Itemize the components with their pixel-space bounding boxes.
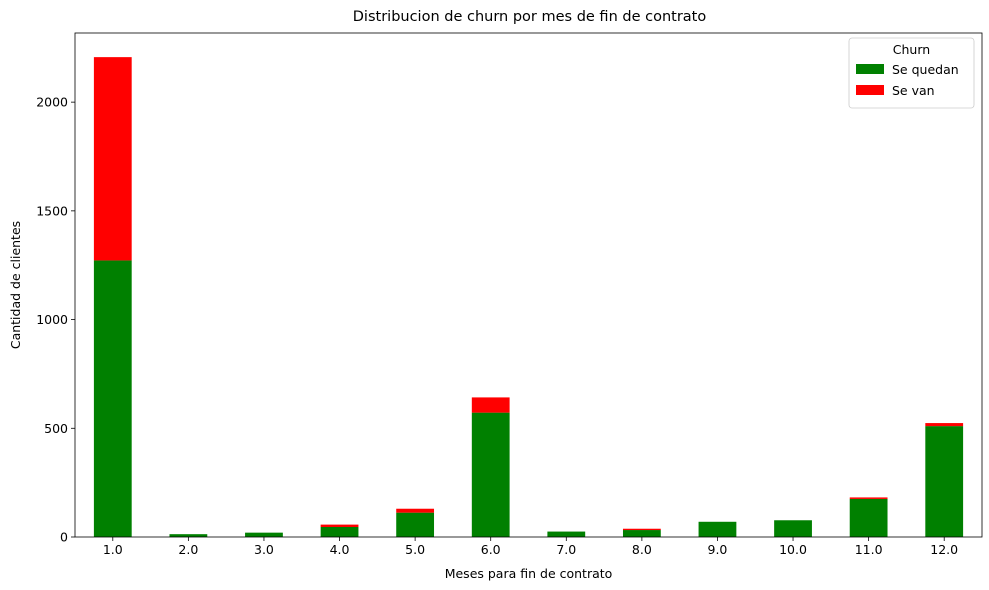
legend-label: Se van	[892, 83, 935, 98]
plot-frame	[74, 32, 983, 538]
legend-swatch	[856, 64, 884, 74]
bar-se-van-1.0	[93, 57, 132, 261]
bar-se-van-5.0	[396, 508, 435, 513]
bar-se-van-4.0	[320, 524, 359, 527]
x-tick-label: 10.0	[779, 542, 807, 557]
bar-se-van-6.0	[471, 397, 510, 413]
legend-title: Churn	[893, 42, 930, 57]
x-tick-label: 3.0	[254, 542, 274, 557]
x-tick-label: 12.0	[930, 542, 958, 557]
legend-swatch	[856, 85, 884, 95]
y-tick-label: 0	[60, 530, 68, 545]
y-tick-label: 1500	[36, 203, 68, 218]
y-axis: 0 500 1000 1500 2000	[36, 95, 75, 545]
bar-se-quedan-3.0	[245, 532, 283, 537]
x-tick-label: 7.0	[556, 542, 576, 557]
chart-title: Distribucion de churn por mes de fin de …	[353, 9, 707, 25]
y-axis-label: Cantidad de clientes	[8, 221, 23, 349]
bar-se-quedan-10.0	[774, 520, 812, 537]
x-axis-label: Meses para fin de contrato	[445, 566, 613, 581]
bar-se-quedan-9.0	[698, 521, 737, 537]
bar-se-quedan-4.0	[320, 526, 359, 537]
x-tick-label: 6.0	[481, 542, 501, 557]
x-tick-label: 2.0	[178, 542, 198, 557]
legend: Churn Se quedan Se van	[848, 37, 975, 109]
bar-se-quedan-8.0	[622, 530, 661, 537]
bars	[93, 57, 964, 537]
x-tick-label: 9.0	[708, 542, 728, 557]
bar-se-quedan-7.0	[547, 531, 586, 537]
x-tick-label: 1.0	[103, 542, 123, 557]
bar-se-quedan-2.0	[169, 534, 208, 537]
x-tick-label: 4.0	[330, 542, 350, 557]
x-tick-label: 8.0	[632, 542, 652, 557]
x-tick-label: 11.0	[855, 542, 883, 557]
legend-items: Se quedan Se van	[856, 62, 959, 98]
x-tick-label: 5.0	[405, 542, 425, 557]
bar-se-quedan-5.0	[396, 512, 435, 537]
bar-se-quedan-1.0	[93, 260, 132, 537]
bar-se-quedan-11.0	[849, 498, 888, 537]
bar-se-quedan-12.0	[925, 426, 964, 537]
plot-area: 0 500 1000 1500 2000 1.0 2.0 3.0 4.0 5.0 6.0 7.0 8.…	[36, 32, 983, 557]
y-tick-label: 500	[44, 421, 68, 436]
y-tick-label: 1000	[36, 312, 68, 327]
bar-se-quedan-6.0	[471, 412, 510, 537]
legend-label: Se quedan	[892, 62, 959, 77]
y-tick-label: 2000	[36, 95, 68, 110]
bar-se-van-12.0	[925, 423, 964, 427]
x-axis: 1.0 2.0 3.0 4.0 5.0 6.0 7.0 8.0 9.0 10.0 11.0 12.0	[103, 537, 958, 557]
bar-se-van-8.0	[622, 528, 661, 531]
bar-se-van-11.0	[849, 497, 888, 499]
